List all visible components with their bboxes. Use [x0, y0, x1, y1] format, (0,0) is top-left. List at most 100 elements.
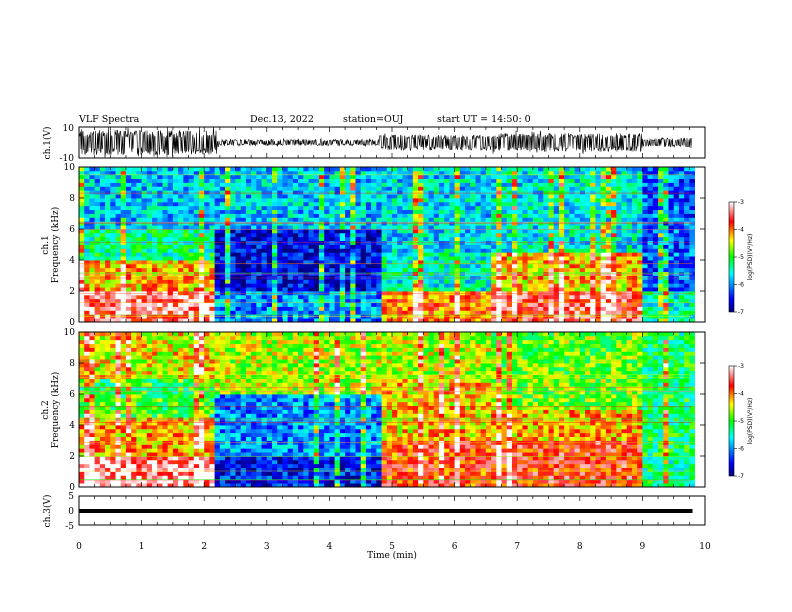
- spectrogram-cell: [313, 306, 320, 311]
- spectrogram-cell: [272, 283, 278, 288]
- spectrogram-cell: [673, 291, 680, 296]
- spectrogram-cell: [235, 178, 242, 183]
- spectrogram-cell: [110, 263, 116, 269]
- spectrogram-cell: [334, 205, 341, 211]
- spectrogram-cell: [355, 252, 362, 257]
- spectrogram-cell: [673, 236, 680, 242]
- spectrogram-cell: [136, 256, 142, 261]
- spectrogram-cell: [423, 260, 429, 265]
- spectrogram-cell: [141, 217, 148, 222]
- spectrogram-cell: [251, 256, 257, 261]
- spectrogram-cell: [308, 236, 315, 242]
- spectrogram-cell: [418, 198, 424, 203]
- spectrogram-cell: [574, 182, 581, 187]
- spectrogram-cell: [313, 244, 320, 249]
- spectrogram-cell: [652, 198, 659, 203]
- spectrogram-cell: [324, 205, 330, 211]
- spectrogram-cell: [605, 194, 612, 199]
- spectrogram-cell: [355, 248, 362, 253]
- spectrogram-cell: [386, 213, 393, 218]
- spectrogram-cell: [506, 167, 513, 172]
- spectrogram-cell: [79, 248, 85, 253]
- spectrogram-cell: [511, 260, 518, 265]
- spectrogram-cell: [491, 205, 497, 211]
- spectrogram-cell: [298, 252, 304, 257]
- spectrogram-cell: [350, 263, 356, 269]
- spectrogram-cell: [251, 283, 257, 288]
- spectrogram-cell: [496, 229, 502, 234]
- spectrogram-cell: [491, 252, 497, 257]
- spectrogram-cell: [365, 209, 372, 214]
- spectrogram-cell: [684, 298, 690, 304]
- spectrogram-cell: [120, 167, 127, 172]
- spectrogram-cell: [94, 225, 101, 230]
- spectrogram-cell: [209, 170, 216, 176]
- spectrogram-cell: [689, 190, 695, 195]
- spectrogram-cell: [621, 232, 628, 238]
- spectrogram-cell: [235, 201, 242, 207]
- spectrogram-cell: [240, 198, 247, 203]
- spectrogram-cell: [392, 310, 398, 315]
- spectrogram-cell: [141, 186, 148, 191]
- spectrogram-cell: [574, 271, 581, 276]
- spectrogram-cell: [214, 213, 221, 218]
- spectrogram-cell: [621, 190, 628, 195]
- spectrogram-cell: [120, 229, 127, 234]
- spectrogram-cell: [553, 174, 560, 180]
- spectrogram-cell: [611, 170, 617, 176]
- spectrogram-cell: [105, 479, 111, 484]
- spectrogram-cell: [626, 201, 633, 207]
- spectrogram-cell: [334, 252, 341, 257]
- spectrogram-cell: [470, 260, 476, 265]
- spectrogram-cell: [84, 232, 90, 238]
- spectrogram-cell: [89, 417, 96, 422]
- spectrogram-cell: [506, 314, 513, 319]
- spectrogram-cell: [318, 170, 325, 176]
- spectrogram-cell: [84, 283, 90, 288]
- spectrogram-cell: [188, 271, 195, 276]
- spectrogram-cell: [511, 248, 518, 253]
- spectrogram-cell: [339, 236, 346, 242]
- spectrogram-cell: [115, 283, 122, 288]
- spectrogram-cell: [652, 190, 659, 195]
- spectrogram-cell: [193, 194, 200, 199]
- spectrogram-cell: [79, 291, 85, 296]
- spectrogram-cell: [684, 263, 690, 269]
- spectrogram-cell: [162, 287, 169, 292]
- spectrogram-cell: [282, 298, 289, 304]
- spectrogram-cell: [517, 294, 523, 300]
- spectrogram-cell: [105, 201, 111, 207]
- spectrogram-cell: [543, 194, 549, 199]
- spectrogram-cell: [647, 287, 654, 292]
- spectrogram-cell: [522, 314, 529, 319]
- spectrogram-cell: [538, 291, 544, 296]
- spectrogram-cell: [689, 310, 695, 315]
- spectrogram-cell: [365, 310, 372, 315]
- spectrogram-cell: [595, 244, 602, 249]
- spectrogram-cell: [277, 205, 283, 211]
- spectrogram-cell: [272, 244, 278, 249]
- spectrogram-cell: [459, 178, 466, 183]
- spectrogram-cell: [392, 283, 398, 288]
- spectrogram-cell: [590, 314, 596, 319]
- spectrogram-cell: [407, 178, 414, 183]
- spectrogram-cell: [402, 252, 409, 257]
- spectrogram-cell: [209, 217, 216, 222]
- spectrogram-cell: [470, 178, 476, 183]
- spectrogram-cell: [402, 287, 409, 292]
- spectrogram-cell: [214, 287, 221, 292]
- spectrogram-cell: [245, 225, 252, 230]
- spectrogram-cell: [407, 194, 414, 199]
- spectrogram-cell: [235, 294, 242, 300]
- spectrogram-cell: [522, 279, 529, 284]
- spectrogram-cell: [678, 275, 685, 280]
- spectrogram-cell: [89, 475, 96, 480]
- spectrogram-cell: [162, 306, 169, 311]
- spectrogram-cell: [324, 283, 330, 288]
- spectrogram-cell: [527, 263, 534, 269]
- spectrogram-cell: [423, 244, 429, 249]
- spectrogram-cell: [376, 225, 382, 230]
- spectrogram-cell: [230, 279, 236, 284]
- spectrogram-cell: [459, 201, 466, 207]
- spectrogram-cell: [136, 283, 142, 288]
